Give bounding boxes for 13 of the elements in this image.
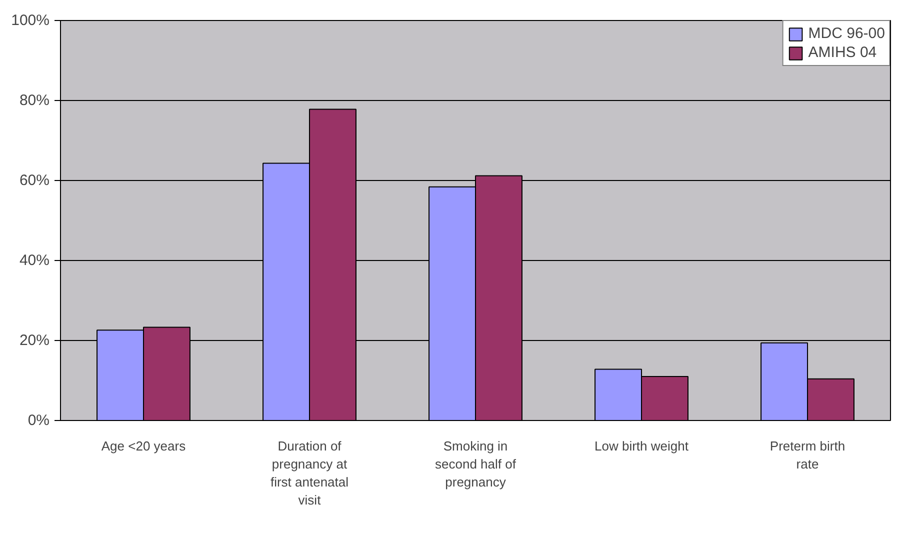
x-tick-label: Low birth weight — [594, 438, 689, 454]
y-tick-label: 0% — [28, 412, 50, 429]
y-tick-label: 20% — [19, 332, 50, 349]
x-tick-label: Duration of pregnancy at first antenatal visit — [270, 438, 349, 508]
y-tick-label: 40% — [19, 252, 50, 269]
y-tick-label: 60% — [19, 172, 50, 189]
x-tick-label: Age <20 years — [101, 438, 186, 454]
legend-label: AMIHS 04 — [808, 44, 877, 61]
legend-label: MDC 96-00 — [808, 25, 885, 42]
y-tick-label: 80% — [19, 92, 50, 109]
x-tick-label: Smoking in second half of pregnancy — [435, 438, 516, 490]
y-tick-label: 100% — [11, 12, 50, 29]
x-tick-label: Preterm birth rate — [770, 438, 846, 472]
